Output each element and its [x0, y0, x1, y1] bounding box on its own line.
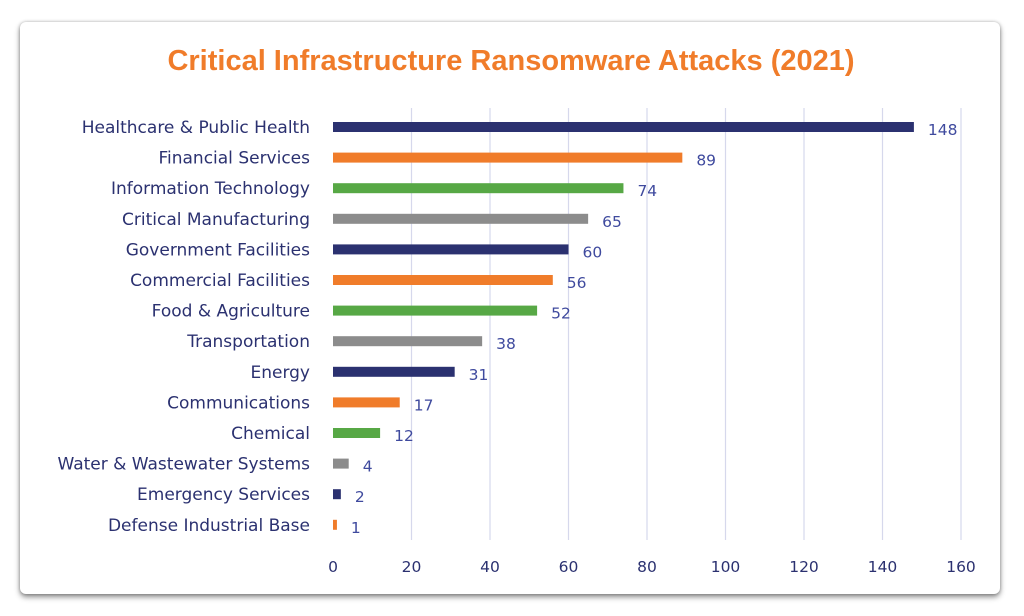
- data-label: 89: [696, 152, 716, 170]
- x-tick-label: 160: [946, 558, 976, 576]
- category-label: Defense Industrial Base: [108, 516, 310, 536]
- category-labels: Healthcare & Public Health Financial Serv…: [57, 118, 310, 536]
- bar: [333, 458, 349, 469]
- data-label: 31: [469, 366, 489, 384]
- data-label: 74: [637, 182, 657, 200]
- data-label: 60: [583, 243, 603, 261]
- bar: [333, 122, 914, 132]
- data-label: 2: [355, 488, 365, 506]
- x-tick-label: 20: [402, 558, 422, 576]
- bar: [333, 397, 400, 408]
- x-tick-label: 140: [868, 558, 898, 576]
- bar: [333, 428, 381, 438]
- bar: [333, 305, 538, 316]
- bar: [333, 152, 683, 163]
- bar: [333, 275, 553, 285]
- x-tick-label: 60: [559, 558, 579, 576]
- data-label: 56: [567, 274, 587, 292]
- bar: [333, 183, 624, 194]
- category-label: Transportation: [186, 332, 310, 352]
- x-tick-label: 40: [480, 558, 500, 576]
- bar: [333, 244, 569, 255]
- bar: [333, 489, 341, 500]
- bar: [333, 336, 483, 347]
- category-label: Government Facilities: [126, 240, 310, 260]
- bar-chart: Critical Infrastructure Ransomware Attac…: [57, 45, 976, 576]
- category-label: Food & Agriculture: [152, 302, 310, 322]
- chart-title: Critical Infrastructure Ransomware Attac…: [167, 45, 854, 77]
- category-label: Chemical: [231, 424, 310, 444]
- category-label: Commercial Facilities: [130, 271, 310, 291]
- x-tick-label: 80: [637, 558, 657, 576]
- category-label: Information Technology: [111, 179, 310, 199]
- category-label: Financial Services: [158, 149, 310, 169]
- bar: [333, 366, 455, 377]
- category-label: Energy: [250, 363, 310, 383]
- category-label: Healthcare & Public Health: [82, 118, 310, 138]
- data-label: 148: [928, 121, 958, 139]
- x-tick-label: 120: [789, 558, 819, 576]
- x-tick-label: 0: [328, 558, 338, 576]
- category-label: Emergency Services: [137, 485, 310, 505]
- gridlines: [410, 108, 962, 540]
- category-label: Water & Wastewater Systems: [57, 455, 310, 475]
- data-label: 52: [551, 305, 571, 323]
- data-label: 17: [414, 396, 434, 414]
- data-label: 65: [602, 213, 622, 231]
- category-label: Critical Manufacturing: [122, 210, 310, 230]
- chart-card: Critical Infrastructure Ransomware Attac…: [20, 22, 1000, 594]
- data-label: 12: [394, 427, 414, 445]
- data-label: 38: [496, 335, 516, 353]
- data-label: 4: [363, 458, 373, 476]
- x-axis-ticks: 0 20 40 60 80 100 120 140 160: [328, 558, 976, 576]
- bar: [333, 213, 589, 224]
- category-label: Communications: [167, 393, 310, 413]
- x-tick-label: 100: [711, 558, 741, 576]
- bars: [333, 122, 914, 530]
- data-label: 1: [351, 519, 361, 537]
- bar: [333, 519, 337, 530]
